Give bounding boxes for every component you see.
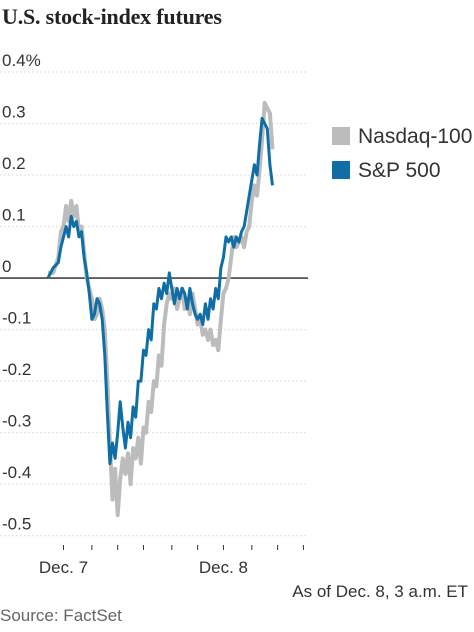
y-tick-label: 0.2 — [2, 154, 26, 173]
legend-swatch-sp500 — [332, 161, 350, 179]
x-tick-label: Dec. 8 — [199, 558, 248, 577]
series-lines — [46, 100, 275, 518]
y-tick-label: -0.4 — [2, 463, 31, 482]
legend: Nasdaq-100 S&P 500 — [332, 124, 474, 192]
x-tick-label: Dec. 7 — [39, 558, 88, 577]
y-tick-label: -0.1 — [2, 309, 31, 328]
chart-title: U.S. stock-index futures — [2, 4, 222, 29]
y-tick-label: 0.1 — [2, 206, 26, 225]
x-axis: Dec. 7 Dec. 8 — [39, 545, 304, 577]
y-tick-label: 0.4% — [2, 51, 41, 70]
legend-item-nasdaq: Nasdaq-100 — [332, 124, 474, 150]
legend-item-sp500: S&P 500 — [332, 158, 474, 184]
y-tick-label: -0.5 — [2, 515, 31, 534]
y-tick-label: 0 — [2, 257, 11, 276]
y-tick-label: -0.2 — [2, 360, 31, 379]
legend-label-sp500: S&P 500 — [358, 159, 441, 182]
y-tick-label: -0.3 — [2, 412, 31, 431]
nasdaq-100-line — [48, 100, 275, 518]
y-tick-labels: 0.4% 0.3 0.2 0.1 0 -0.1 -0.2 -0.3 -0.4 -0.5 — [2, 51, 41, 534]
legend-label-nasdaq: Nasdaq-100 — [358, 125, 473, 148]
source-note: Source: FactSet — [0, 606, 122, 625]
legend-swatch-nasdaq — [332, 127, 350, 145]
as-of-note: As of Dec. 8, 3 a.m. ET — [292, 582, 468, 601]
sp-500-line — [46, 116, 274, 466]
y-tick-label: 0.3 — [2, 103, 26, 122]
